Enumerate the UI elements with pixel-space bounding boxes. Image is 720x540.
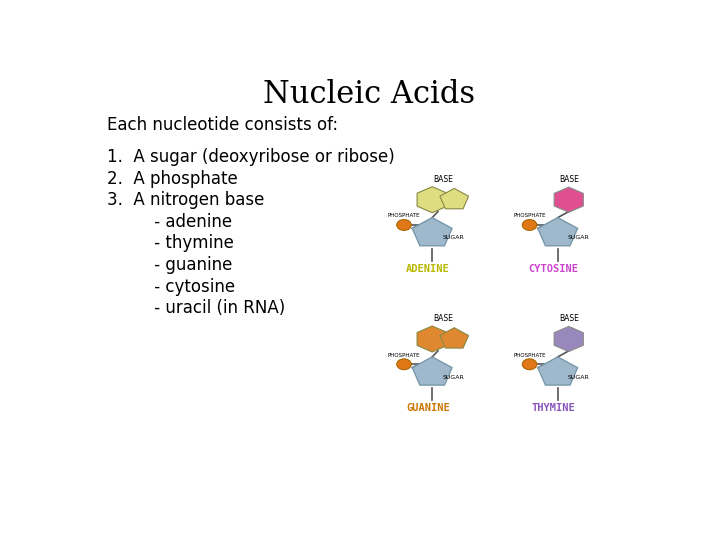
Text: THYMINE: THYMINE: [531, 403, 575, 413]
Text: 3.  A nitrogen base: 3. A nitrogen base: [107, 191, 264, 209]
Text: - thymine: - thymine: [107, 234, 233, 252]
Text: Each nucleotide consists of:: Each nucleotide consists of:: [107, 116, 338, 133]
Text: GUANINE: GUANINE: [406, 403, 450, 413]
Text: PHOSPHATE: PHOSPHATE: [513, 213, 546, 219]
Text: ADENINE: ADENINE: [406, 264, 450, 274]
Polygon shape: [538, 218, 577, 246]
Circle shape: [397, 359, 411, 370]
Text: Nucleic Acids: Nucleic Acids: [263, 79, 475, 110]
Circle shape: [522, 220, 537, 231]
Circle shape: [522, 359, 537, 370]
Polygon shape: [538, 357, 577, 385]
Circle shape: [397, 220, 411, 231]
Text: - guanine: - guanine: [107, 256, 232, 274]
Text: - cytosine: - cytosine: [107, 278, 235, 296]
Text: PHOSPHATE: PHOSPHATE: [388, 353, 420, 358]
Text: - adenine: - adenine: [107, 213, 232, 231]
Text: PHOSPHATE: PHOSPHATE: [388, 213, 420, 219]
Text: SUGAR: SUGAR: [568, 375, 590, 380]
Text: BASE: BASE: [433, 314, 453, 323]
Text: BASE: BASE: [433, 175, 453, 184]
Text: 1.  A sugar (deoxyribose or ribose): 1. A sugar (deoxyribose or ribose): [107, 148, 395, 166]
Polygon shape: [417, 326, 447, 352]
Text: BASE: BASE: [559, 175, 579, 184]
Text: SUGAR: SUGAR: [442, 235, 464, 240]
Polygon shape: [417, 187, 447, 213]
Text: 2.  A phosphate: 2. A phosphate: [107, 170, 238, 187]
Polygon shape: [554, 327, 583, 352]
Polygon shape: [413, 357, 452, 385]
Text: BASE: BASE: [559, 314, 579, 323]
Text: SUGAR: SUGAR: [442, 375, 464, 380]
Text: CYTOSINE: CYTOSINE: [528, 264, 578, 274]
Polygon shape: [554, 187, 583, 212]
Polygon shape: [413, 218, 452, 246]
Polygon shape: [440, 188, 469, 209]
Polygon shape: [440, 328, 469, 348]
Text: PHOSPHATE: PHOSPHATE: [513, 353, 546, 358]
Text: - uracil (in RNA): - uracil (in RNA): [107, 299, 285, 318]
Text: SUGAR: SUGAR: [568, 235, 590, 240]
